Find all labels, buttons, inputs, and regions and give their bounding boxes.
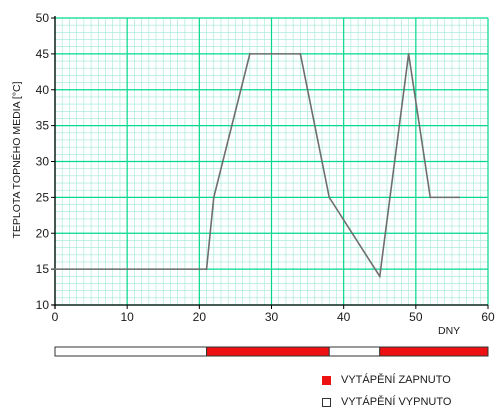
heating-segment-on bbox=[379, 346, 489, 357]
data-point bbox=[328, 196, 331, 199]
data-point bbox=[248, 52, 251, 55]
heating-segment-off bbox=[54, 346, 208, 357]
y-tick-label: 25 bbox=[36, 190, 50, 204]
y-tick-label: 15 bbox=[36, 262, 50, 276]
legend-swatch-on bbox=[322, 375, 331, 385]
legend-swatch-off bbox=[322, 397, 331, 407]
legend-label-off: VYTÁPĚNÍ VYPNUTO bbox=[341, 396, 452, 408]
x-tick-label: 40 bbox=[337, 310, 351, 324]
heating-segment-off bbox=[328, 346, 381, 357]
x-tick-label: 10 bbox=[120, 310, 134, 324]
x-tick-label: 50 bbox=[409, 310, 423, 324]
x-axis-title: DNY bbox=[438, 325, 460, 337]
data-point bbox=[299, 52, 302, 55]
data-point bbox=[205, 268, 208, 271]
y-tick-label: 30 bbox=[36, 155, 50, 169]
x-tick-label: 60 bbox=[481, 310, 495, 324]
legend-label-on: VYTÁPĚNÍ ZAPNUTO bbox=[341, 374, 451, 386]
series-line bbox=[55, 53, 460, 279]
axes bbox=[51, 16, 489, 309]
data-point bbox=[54, 268, 56, 271]
legend-item-off: VYTÁPĚNÍ VYPNUTO bbox=[322, 396, 451, 408]
legend-item-on: VYTÁPĚNÍ ZAPNUTO bbox=[322, 374, 451, 386]
y-tick-label: 10 bbox=[36, 298, 50, 312]
y-tick-label: 35 bbox=[36, 119, 50, 133]
x-tick-label: 20 bbox=[193, 310, 207, 324]
heating-bar bbox=[54, 346, 489, 357]
data-point bbox=[407, 52, 410, 55]
series-group bbox=[54, 52, 461, 279]
y-tick-label: 50 bbox=[36, 11, 50, 25]
y-tick-label: 20 bbox=[36, 226, 50, 240]
y-tick-label: 45 bbox=[36, 47, 50, 61]
y-tick-label: 40 bbox=[36, 83, 50, 97]
data-point bbox=[212, 196, 215, 199]
data-point bbox=[378, 275, 381, 278]
data-point bbox=[458, 196, 461, 199]
data-point bbox=[429, 196, 432, 199]
x-tick-label: 0 bbox=[52, 310, 59, 324]
x-tick-label: 30 bbox=[265, 310, 279, 324]
y-axis-title: TEPLOTA TOPNÉHO MEDIA [°C] bbox=[10, 81, 23, 238]
heating-segment-on bbox=[206, 346, 330, 357]
